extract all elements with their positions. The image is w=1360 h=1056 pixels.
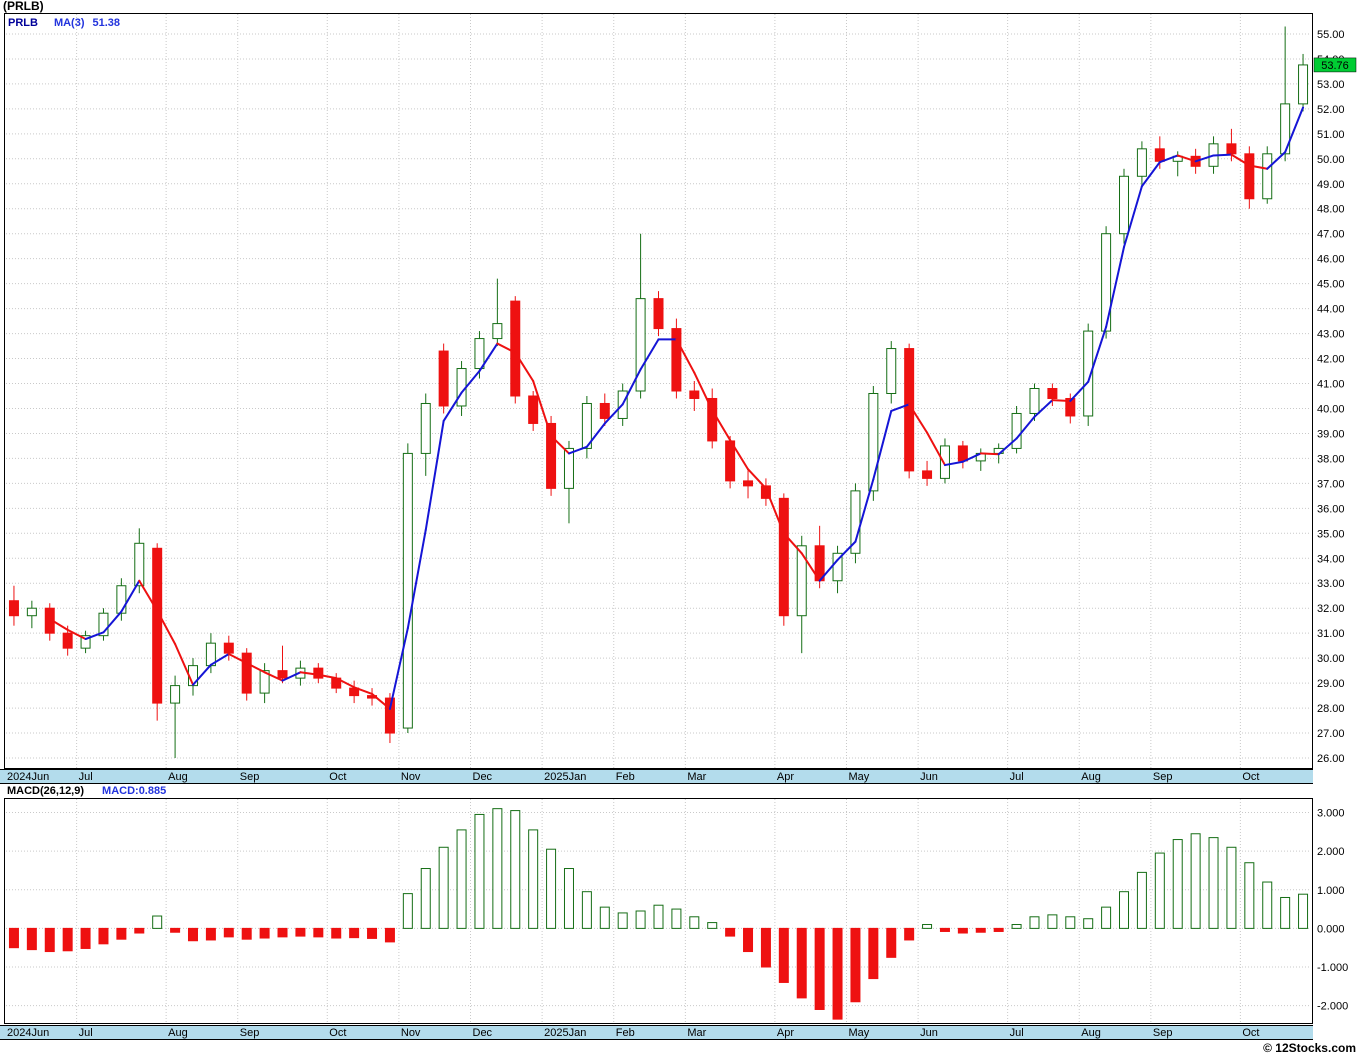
svg-text:47.00: 47.00 xyxy=(1317,229,1345,241)
macd-indicator-label: MACD(26,12,9) xyxy=(7,785,85,797)
svg-text:33.00: 33.00 xyxy=(1317,578,1345,590)
price-plot-border xyxy=(4,13,1313,769)
x-axis-month-label: Apr xyxy=(776,771,794,783)
last-price-badge: 53.76 xyxy=(1313,57,1357,73)
svg-text:32.00: 32.00 xyxy=(1317,603,1345,615)
x-axis-month-label: Aug xyxy=(1081,1027,1101,1039)
svg-text:2.000: 2.000 xyxy=(1317,846,1345,858)
svg-text:45.00: 45.00 xyxy=(1317,279,1345,291)
x-axis-month-label: Oct xyxy=(329,771,347,783)
x-axis-month-label: Mar xyxy=(687,1027,707,1039)
x-axis-month-label: Jul xyxy=(78,1027,93,1039)
x-axis-month-label: Jul xyxy=(1009,1027,1024,1039)
svg-text:50.00: 50.00 xyxy=(1317,154,1345,166)
svg-text:38.00: 38.00 xyxy=(1317,453,1345,465)
x-axis-month-label: Sep xyxy=(1152,1027,1173,1039)
macd-plot-border xyxy=(4,798,1313,1024)
price-chart: 55.0054.0053.0052.0051.0050.0049.0048.00… xyxy=(0,13,1360,769)
svg-text:0.000: 0.000 xyxy=(1317,923,1345,935)
price-x-axis: 2024Jun Jul Aug Sep Oct Nov Dec 2025Jan Feb Mar Ap… xyxy=(0,769,1313,784)
price-grid xyxy=(6,14,1311,768)
legend-symbol: PRLB xyxy=(8,17,38,29)
svg-text:41.00: 41.00 xyxy=(1317,379,1345,391)
svg-text:48.00: 48.00 xyxy=(1317,204,1345,216)
svg-text:36.00: 36.00 xyxy=(1317,503,1345,515)
x-axis-month-label: Dec xyxy=(472,1027,493,1039)
x-axis-month-label: Jul xyxy=(1009,771,1024,783)
x-axis-month-label: Jun xyxy=(920,1027,938,1039)
x-axis-month-label: Dec xyxy=(472,771,493,783)
candles-layer xyxy=(8,26,1309,759)
x-axis-month-label: 2024Jun xyxy=(7,1027,50,1039)
price-chart-canvas: 55.0054.0053.0052.0051.0050.0049.0048.00… xyxy=(4,13,1357,769)
svg-text:55.00: 55.00 xyxy=(1317,29,1345,41)
svg-text:40.00: 40.00 xyxy=(1317,403,1345,415)
macd-x-axis: 2024Jun Jul Aug Sep Oct Nov Dec 2025Jan Feb Mar Ap… xyxy=(0,1025,1313,1040)
macd-y-axis-labels: 3.000 2.000 1.000 0.000 -1.000 -2.000 xyxy=(1317,808,1348,1013)
legend-ma-label: MA(3) xyxy=(53,17,85,29)
x-axis-month-label: Sep xyxy=(239,1027,260,1039)
macd-chart-canvas: 3.000 2.000 1.000 0.000 -1.000 -2.000 xyxy=(4,798,1348,1024)
x-axis-month-label: Jun xyxy=(920,771,938,783)
svg-text:-1.000: -1.000 xyxy=(1317,962,1348,974)
macd-chart: 3.000 2.000 1.000 0.000 -1.000 -2.000 xyxy=(0,798,1360,1025)
price-y-axis-labels: 55.0054.0053.0052.0051.0050.0049.0048.00… xyxy=(1317,29,1345,765)
x-axis-month-label: Sep xyxy=(239,771,260,783)
svg-text:29.00: 29.00 xyxy=(1317,678,1345,690)
x-axis-month-label: 2025Jan xyxy=(544,771,587,783)
svg-text:34.00: 34.00 xyxy=(1317,553,1345,565)
svg-text:53.00: 53.00 xyxy=(1317,79,1345,91)
macd-header: MACD(26,12,9) MACD:0.885 xyxy=(7,785,166,798)
x-axis-month-label: Aug xyxy=(168,771,188,783)
x-axis-month-label: Feb xyxy=(615,771,635,783)
x-axis-month-label: Sep xyxy=(1152,771,1173,783)
x-axis-month-label: Nov xyxy=(400,771,421,783)
legend-ma-value: 51.38 xyxy=(92,17,121,29)
x-axis-month-label: Apr xyxy=(776,1027,794,1039)
svg-text:35.00: 35.00 xyxy=(1317,528,1345,540)
symbol-title: (PRLB) xyxy=(3,0,44,13)
x-axis-month-label: Oct xyxy=(1242,771,1260,783)
svg-text:39.00: 39.00 xyxy=(1317,428,1345,440)
macd-grid xyxy=(6,799,1311,1023)
svg-text:52.00: 52.00 xyxy=(1317,104,1345,116)
x-axis-month-label: Jul xyxy=(78,771,93,783)
x-axis-month-label: Mar xyxy=(687,771,707,783)
svg-text:-2.000: -2.000 xyxy=(1317,1001,1348,1013)
svg-text:43.00: 43.00 xyxy=(1317,329,1345,341)
price-legend: PRLB MA(3) 51.38 xyxy=(8,17,120,29)
x-axis-month-label: Oct xyxy=(329,1027,347,1039)
svg-text:46.00: 46.00 xyxy=(1317,254,1345,266)
x-axis-month-label: Oct xyxy=(1242,1027,1260,1039)
macd-bars-layer xyxy=(8,808,1309,1020)
svg-text:31.00: 31.00 xyxy=(1317,628,1345,640)
x-axis-month-label: 2025Jan xyxy=(544,1027,587,1039)
svg-text:44.00: 44.00 xyxy=(1317,304,1345,316)
copyright: © 12Stocks.com xyxy=(1263,1041,1356,1055)
svg-text:1.000: 1.000 xyxy=(1317,885,1345,897)
macd-indicator-value: MACD:0.885 xyxy=(102,785,167,797)
svg-text:37.00: 37.00 xyxy=(1317,478,1345,490)
svg-text:49.00: 49.00 xyxy=(1317,179,1345,191)
svg-text:42.00: 42.00 xyxy=(1317,354,1345,366)
svg-text:53.76: 53.76 xyxy=(1321,60,1349,72)
x-axis-month-label: Aug xyxy=(1081,771,1101,783)
svg-text:26.00: 26.00 xyxy=(1317,753,1345,765)
x-axis-month-label: 2024Jun xyxy=(7,771,50,783)
x-axis-month-label: May xyxy=(848,1027,870,1039)
svg-text:27.00: 27.00 xyxy=(1317,728,1345,740)
x-axis-month-label: Nov xyxy=(400,1027,421,1039)
svg-text:51.00: 51.00 xyxy=(1317,129,1345,141)
ma3-line xyxy=(48,106,1305,710)
svg-text:28.00: 28.00 xyxy=(1317,703,1345,715)
svg-text:3.000: 3.000 xyxy=(1317,808,1345,820)
x-axis-month-label: Aug xyxy=(168,1027,188,1039)
svg-text:30.00: 30.00 xyxy=(1317,653,1345,665)
x-axis-month-label: May xyxy=(848,771,870,783)
x-axis-month-label: Feb xyxy=(615,1027,635,1039)
